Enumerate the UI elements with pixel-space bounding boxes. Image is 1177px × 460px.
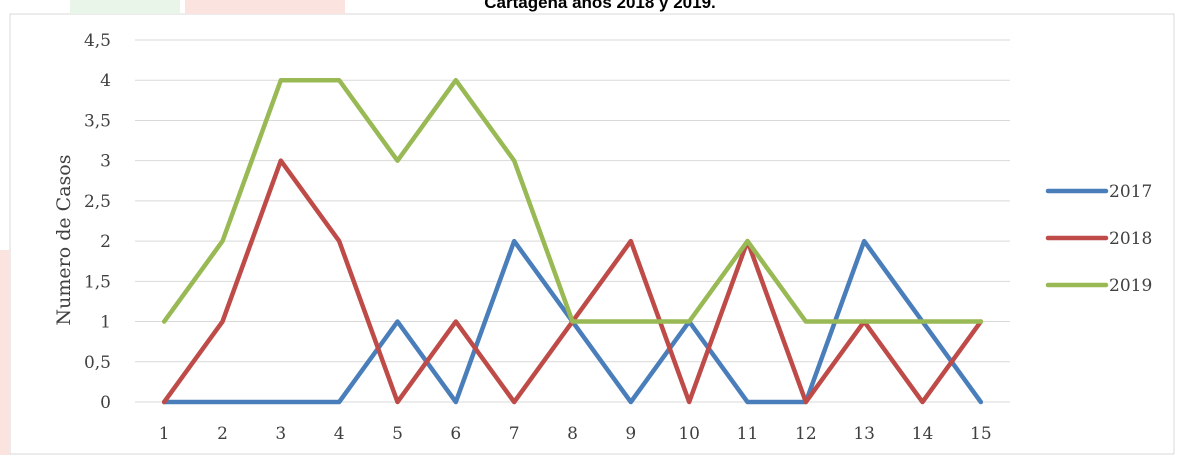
x-tick-label: 2 <box>217 424 228 444</box>
x-tick-label: 12 <box>795 424 817 444</box>
chart-title: Cartagena años 2018 y 2019. <box>484 0 716 12</box>
y-tick-label: 4,5 <box>84 31 111 51</box>
y-axis-ticks: 0 0,5 1 1,5 2 2,5 3 3,5 4 4,5 <box>84 31 111 413</box>
gridlines <box>135 39 1010 403</box>
legend-label-2017: 2017 <box>1109 182 1152 202</box>
y-tick-label: 0 <box>100 393 111 413</box>
y-tick-label: 1,5 <box>84 272 111 292</box>
x-tick-label: 15 <box>970 424 992 444</box>
x-tick-label: 8 <box>567 424 578 444</box>
y-axis-label: Numero de Casos <box>53 155 75 326</box>
x-tick-label: 9 <box>625 424 636 444</box>
legend-label-2018: 2018 <box>1109 229 1152 249</box>
y-tick-label: 1 <box>100 313 111 333</box>
x-tick-label: 1 <box>159 424 170 444</box>
x-tick-label: 10 <box>678 424 700 444</box>
x-tick-label: 14 <box>912 424 934 444</box>
x-tick-label: 13 <box>853 424 875 444</box>
series-line-2019 <box>161 77 984 324</box>
x-tick-label: 4 <box>334 424 345 444</box>
x-tick-label: 5 <box>392 424 403 444</box>
x-tick-label: 7 <box>509 424 520 444</box>
y-tick-label: 2 <box>100 232 111 252</box>
y-tick-label: 3 <box>100 152 111 172</box>
x-tick-label: 11 <box>737 424 759 444</box>
x-tick-label: 3 <box>275 424 286 444</box>
x-tick-label: 6 <box>450 424 461 444</box>
legend: 2017 2018 2019 <box>1045 182 1152 296</box>
series-lines <box>161 77 984 405</box>
y-tick-label: 0,5 <box>84 353 111 373</box>
y-tick-label: 2,5 <box>84 192 111 212</box>
y-tick-label: 4 <box>100 71 111 91</box>
x-axis-ticks: 1 2 3 4 5 6 7 8 9 10 11 12 13 14 15 <box>159 424 992 444</box>
y-tick-label: 3,5 <box>84 111 111 131</box>
chart-border <box>9 13 1175 455</box>
legend-label-2019: 2019 <box>1109 276 1152 296</box>
